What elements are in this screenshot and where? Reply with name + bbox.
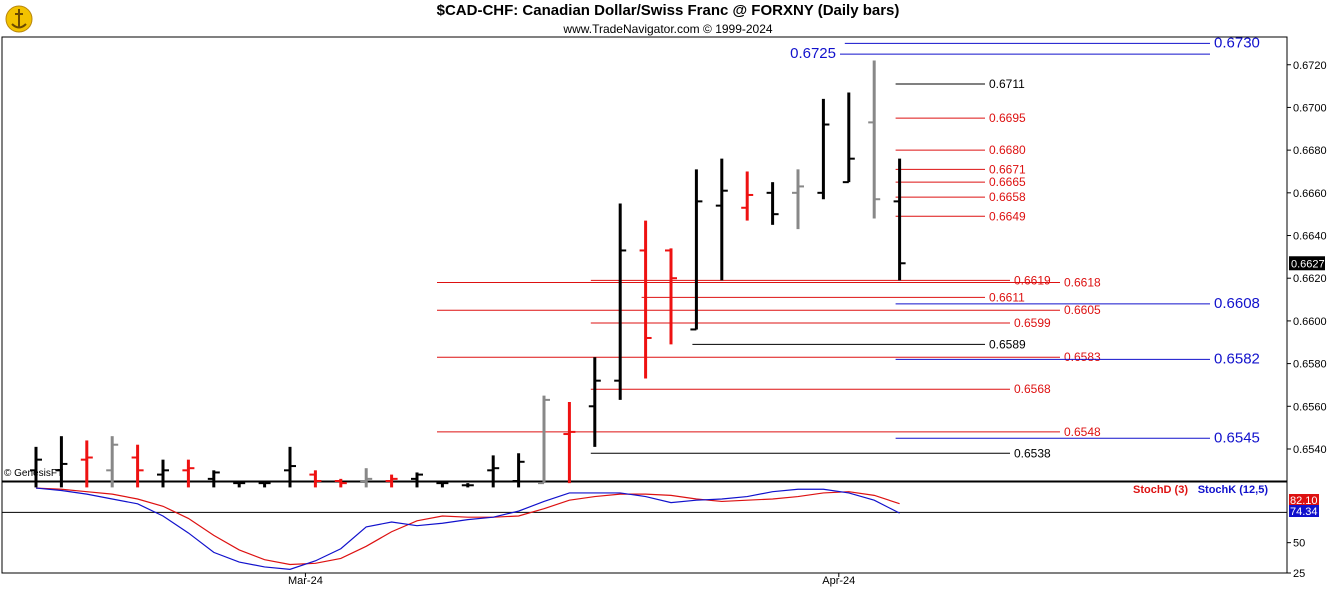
ohlc-bar (792, 169, 804, 230)
ohlc-bar (487, 455, 500, 488)
chart-subtitle: www.TradeNavigator.com © 1999-2024 (563, 22, 773, 36)
ohlc-bar (715, 158, 728, 281)
date-axis: Mar-24 Apr-24 (288, 573, 855, 587)
date-tick-label: Mar-24 (288, 575, 323, 587)
ohlc-bar (334, 478, 347, 488)
ohlc-bar (868, 60, 881, 219)
ohlc-bar (30, 446, 42, 488)
ohlc-bar (182, 459, 195, 488)
ohlc-bar (614, 203, 627, 400)
ohlc-bar (538, 395, 550, 485)
ohlc-bar (55, 436, 68, 488)
level-label: 0.6649 (989, 209, 1026, 223)
ohlc-bar (665, 248, 677, 345)
price-tick-label: 0.6720 (1293, 60, 1327, 72)
ohlc-bar (131, 444, 144, 488)
level-label: 0.6583 (1064, 350, 1101, 364)
ohlc-bar (766, 182, 779, 225)
level-label: 0.6605 (1064, 303, 1101, 317)
level-label: 0.6568 (1014, 382, 1051, 396)
level-label: 0.6618 (1064, 275, 1101, 289)
chart-title: $CAD-CHF: Canadian Dollar/Swiss Franc @ … (436, 2, 900, 19)
stoch-d-line (35, 487, 900, 566)
ohlc-bar (461, 483, 474, 488)
ohlc-bar (512, 453, 525, 488)
level-label: 0.6711 (989, 77, 1025, 91)
stoch-tick-label: 25 (1293, 568, 1305, 580)
price-panel-border (1, 36, 1288, 482)
level-label: 0.6608 (1214, 295, 1260, 312)
price-tick-label: 0.6700 (1293, 102, 1327, 114)
ohlc-bar (842, 92, 855, 184)
price-tick-label: 0.6660 (1293, 188, 1327, 200)
price-axis: 0.6540 0.6560 0.6580 0.6600 0.6620 0.6640 0.66… (1287, 60, 1327, 456)
level-label: 0.6545 (1214, 429, 1260, 446)
ohlc-bar (893, 158, 906, 281)
level-label: 0.6665 (989, 175, 1026, 189)
level-label: 0.6611 (989, 290, 1025, 304)
ohlc-bar (233, 481, 246, 488)
price-tick-label: 0.6620 (1293, 273, 1327, 285)
stoch-tick-label: 50 (1293, 538, 1305, 550)
price-tick-label: 0.6680 (1293, 145, 1327, 157)
level-label: 0.6619 (1014, 273, 1051, 287)
price-levels: 0.67300.67250.67110.66950.66800.66710.66… (437, 34, 1260, 460)
legend-stoch-d: StochD (3) (1133, 484, 1188, 496)
level-label: 0.6538 (1014, 446, 1051, 460)
ohlc-bar (258, 482, 271, 488)
stoch-d-last-value: 82.10 (1290, 495, 1318, 507)
level-label: 0.6695 (989, 111, 1026, 125)
ohlc-bar (207, 470, 220, 488)
ohlc-bar (360, 468, 373, 488)
stoch-k-last-value: 74.34 (1290, 506, 1318, 518)
ohlc-bar (741, 171, 754, 221)
level-label: 0.6725 (790, 45, 836, 62)
ohlc-bar (157, 459, 169, 488)
level-label: 0.6599 (1014, 316, 1051, 330)
chart-frame (1, 36, 1288, 574)
level-label: 0.6730 (1214, 34, 1260, 51)
ohlc-bar (385, 474, 398, 488)
date-tick-label: Apr-24 (822, 575, 855, 587)
level-label: 0.6680 (989, 143, 1026, 157)
genesis-watermark: © GenesisFT (4, 468, 64, 479)
last-price-box (1289, 256, 1325, 271)
price-bars (30, 60, 906, 488)
ohlc-bar (563, 402, 576, 484)
price-tick-label: 0.6600 (1293, 316, 1327, 328)
level-label: 0.6548 (1064, 425, 1101, 439)
ohlc-bar (411, 472, 423, 488)
stoch-k-line (35, 487, 900, 570)
level-label: 0.6671 (989, 162, 1026, 176)
trade-navigator-logo-icon (4, 4, 34, 39)
ohlc-bar (690, 169, 703, 331)
ohlc-bar (436, 482, 449, 488)
ohlc-bar (80, 440, 93, 488)
last-price-label: 0.6627 (1291, 258, 1325, 270)
ohlc-bar (106, 436, 119, 488)
price-tick-label: 0.6580 (1293, 359, 1327, 371)
stochastic-panel-border (1, 481, 1288, 574)
ohlc-bar (284, 446, 296, 488)
price-tick-label: 0.6640 (1293, 231, 1327, 243)
ohlc-bar (817, 98, 830, 200)
ohlc-bar (309, 470, 322, 488)
ohlc-bar (588, 357, 601, 447)
legend-stoch-k: StochK (12,5) (1198, 484, 1269, 496)
price-tick-label: 0.6560 (1293, 401, 1327, 413)
stoch-k-last-box (1289, 505, 1319, 517)
stoch-d-last-box (1289, 494, 1319, 506)
level-label: 0.6658 (989, 190, 1026, 204)
level-label: 0.6582 (1214, 350, 1260, 367)
price-tick-label: 0.6540 (1293, 444, 1327, 456)
ohlc-bar (639, 220, 652, 379)
level-label: 0.6589 (989, 337, 1026, 351)
